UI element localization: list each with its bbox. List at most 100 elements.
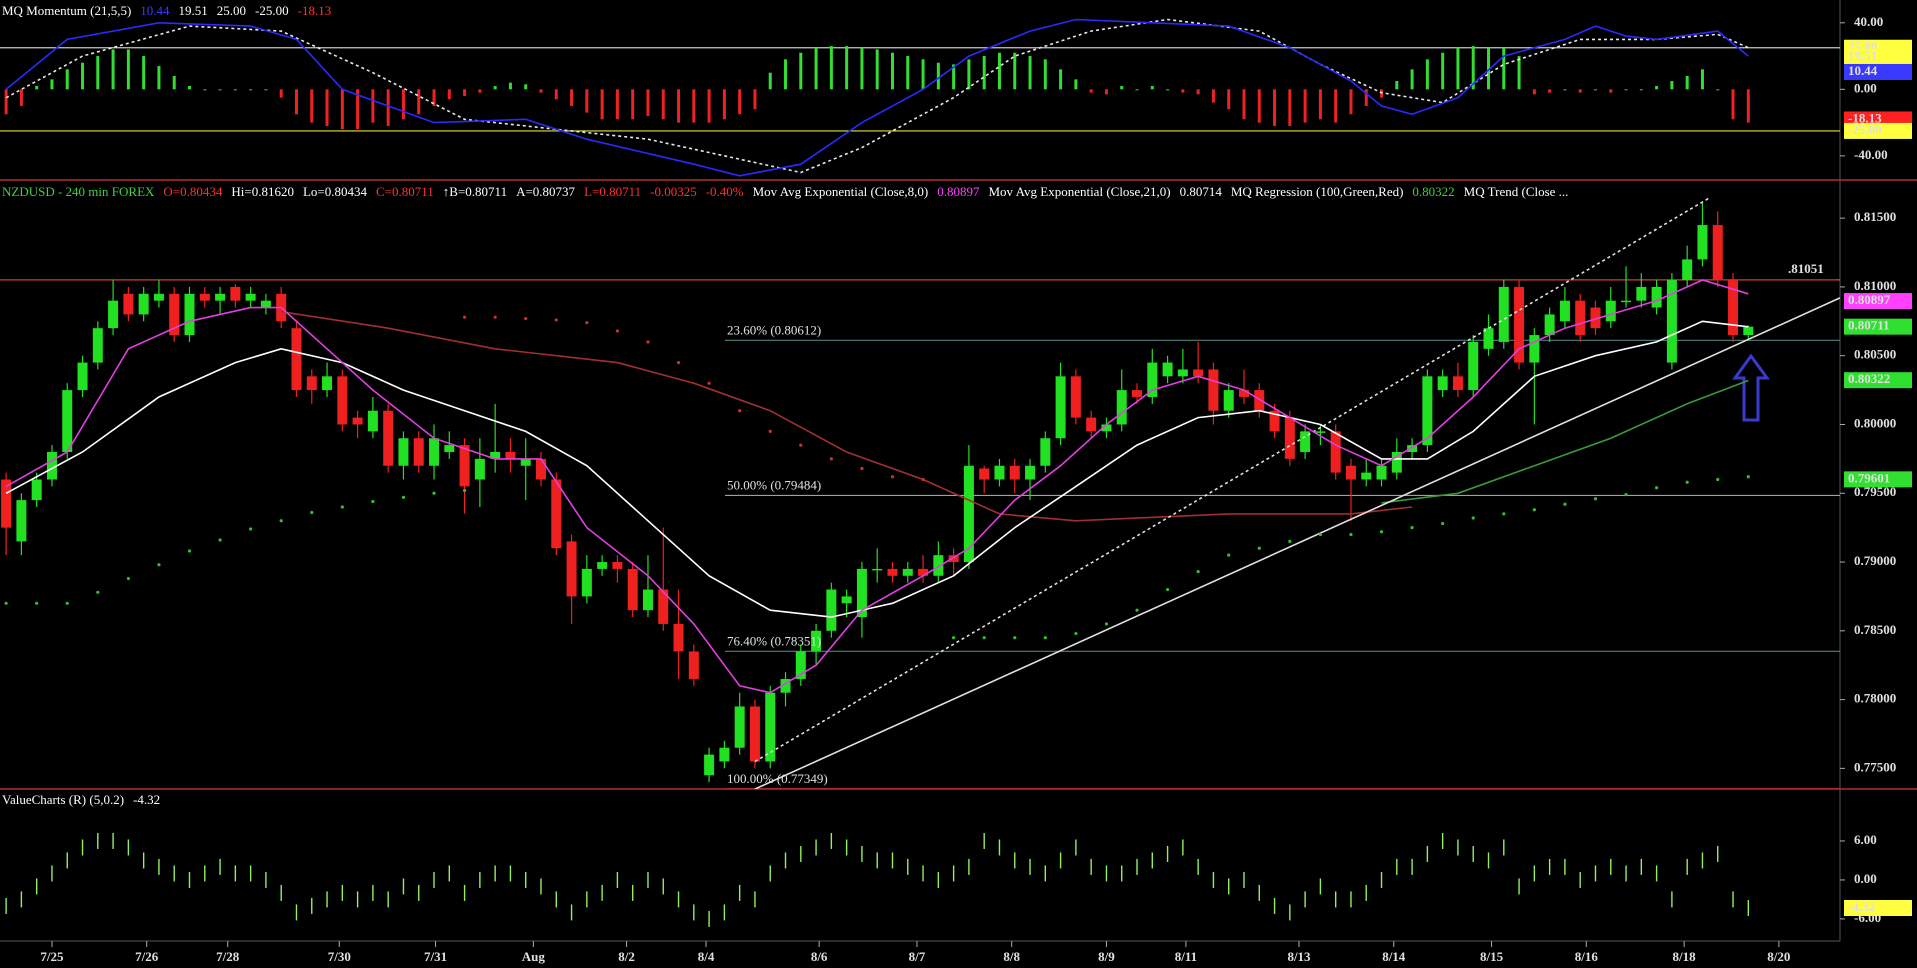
histogram-bar xyxy=(1273,89,1277,126)
histogram-bar xyxy=(508,82,512,90)
histogram-bar xyxy=(340,89,344,130)
indicator-dot xyxy=(1196,570,1200,574)
x-tick-label: 8/16 xyxy=(1575,949,1599,964)
candle-body xyxy=(1605,300,1616,322)
candle-body xyxy=(1514,286,1525,363)
panel xyxy=(0,18,1840,177)
histogram-bar xyxy=(814,47,818,90)
candle-body xyxy=(1651,286,1662,308)
histogram-bar xyxy=(906,56,910,90)
histogram-bar xyxy=(1685,76,1689,90)
indicator-dot xyxy=(1165,587,1170,592)
header-item: 0.80897 xyxy=(937,184,980,199)
indicator-line xyxy=(281,310,1413,522)
histogram-bar xyxy=(1593,89,1597,91)
candle-body xyxy=(1177,369,1188,377)
histogram-bar xyxy=(188,86,192,90)
candle-body xyxy=(1498,286,1509,342)
histogram-bar xyxy=(921,59,925,90)
histogram-bar xyxy=(707,89,711,123)
histogram-bar xyxy=(600,89,604,120)
price-marker xyxy=(1844,318,1912,335)
candle-body xyxy=(535,458,546,480)
candle-body xyxy=(1575,300,1586,336)
histogram-bar xyxy=(1624,89,1628,91)
histogram-bar xyxy=(539,89,543,93)
candle-body xyxy=(1697,225,1708,260)
indicator-dot xyxy=(1349,532,1353,537)
x-tick-label: 8/20 xyxy=(1767,949,1790,964)
histogram-bar xyxy=(692,89,696,123)
header-item: ValueCharts (R) (5,0.2) xyxy=(2,792,124,807)
histogram-bar xyxy=(478,89,482,93)
indicator-dot xyxy=(1685,480,1689,484)
candle-body xyxy=(1559,300,1570,322)
indicator-dot xyxy=(890,475,895,479)
histogram-bar xyxy=(233,89,237,91)
candle-body xyxy=(123,293,134,315)
y-tick-label: 0.78500 xyxy=(1854,622,1896,637)
histogram-bar xyxy=(1563,89,1567,91)
y-tick-label: 0.77500 xyxy=(1854,759,1896,774)
header-item: Mov Avg Exponential (Close,8,0) xyxy=(753,184,929,199)
histogram-bar xyxy=(1532,89,1536,95)
price-marker-label: 10.44 xyxy=(1848,63,1878,78)
header-item: MQ Regression (100,Green,Red) xyxy=(1231,184,1404,199)
histogram-bar xyxy=(768,72,772,90)
histogram-bar xyxy=(294,89,298,115)
histogram-bar xyxy=(860,47,864,90)
histogram-bar xyxy=(1303,89,1307,123)
candle-body xyxy=(184,293,195,336)
candle-body xyxy=(826,589,837,631)
price-marker xyxy=(1844,63,1912,80)
histogram-bar xyxy=(1089,89,1093,93)
header-item: 0.80322 xyxy=(1412,184,1454,199)
indicator-dot xyxy=(1655,486,1659,490)
histogram-bar xyxy=(646,89,650,116)
header-item: 25.00 xyxy=(217,3,246,18)
histogram-bar xyxy=(661,89,665,120)
header-item: NZDUSD - 240 min FOREX xyxy=(2,184,155,199)
candle-body xyxy=(1208,369,1219,411)
price-marker-label: 0.80897 xyxy=(1848,292,1891,307)
candle-body xyxy=(62,390,73,452)
candle-body xyxy=(444,445,455,452)
histogram-bar xyxy=(19,89,23,106)
x-tick-label: 8/8 xyxy=(1003,949,1020,964)
candle-body xyxy=(352,417,363,425)
candle-body xyxy=(1345,465,1356,480)
candle-body xyxy=(474,458,485,480)
indicator-dot xyxy=(1716,477,1720,482)
histogram-bar xyxy=(799,52,803,90)
histogram-bar xyxy=(417,89,421,115)
header-item: 10.44 xyxy=(140,3,170,18)
header-item: Lo=0.80434 xyxy=(303,184,368,199)
header-item: C=0.80711 xyxy=(376,184,434,199)
candle-body xyxy=(1254,390,1265,411)
x-tick-label: 7/25 xyxy=(40,949,64,964)
header-item: MQ Trend (Close ... xyxy=(1464,184,1569,199)
panel-header: NZDUSD - 240 min FOREX O=0.80434 Hi=0.8162… xyxy=(2,184,1568,199)
candle-body xyxy=(734,706,745,748)
histogram-bar xyxy=(1028,56,1032,90)
indicator-dot xyxy=(1593,497,1598,501)
indicator-dot xyxy=(1441,521,1445,526)
candle-body xyxy=(1391,451,1402,473)
indicator-dot xyxy=(157,563,161,567)
indicator-line xyxy=(754,297,1840,789)
histogram-bar xyxy=(401,89,405,120)
histogram-bar xyxy=(722,89,726,120)
candle-body xyxy=(337,376,348,425)
indicator-dot xyxy=(1563,502,1567,506)
up-arrow xyxy=(1732,353,1770,422)
histogram-bar xyxy=(35,86,39,90)
histogram-bar xyxy=(203,89,207,91)
histogram-bar xyxy=(1746,89,1750,123)
x-tick-label: 8/4 xyxy=(698,949,715,964)
indicator-dot xyxy=(1288,539,1292,543)
histogram-bar xyxy=(249,89,253,91)
histogram-bar xyxy=(218,89,222,91)
candle-body xyxy=(1422,376,1433,446)
x-tick-label: 7/30 xyxy=(328,949,351,964)
indicator-dot xyxy=(554,318,558,322)
